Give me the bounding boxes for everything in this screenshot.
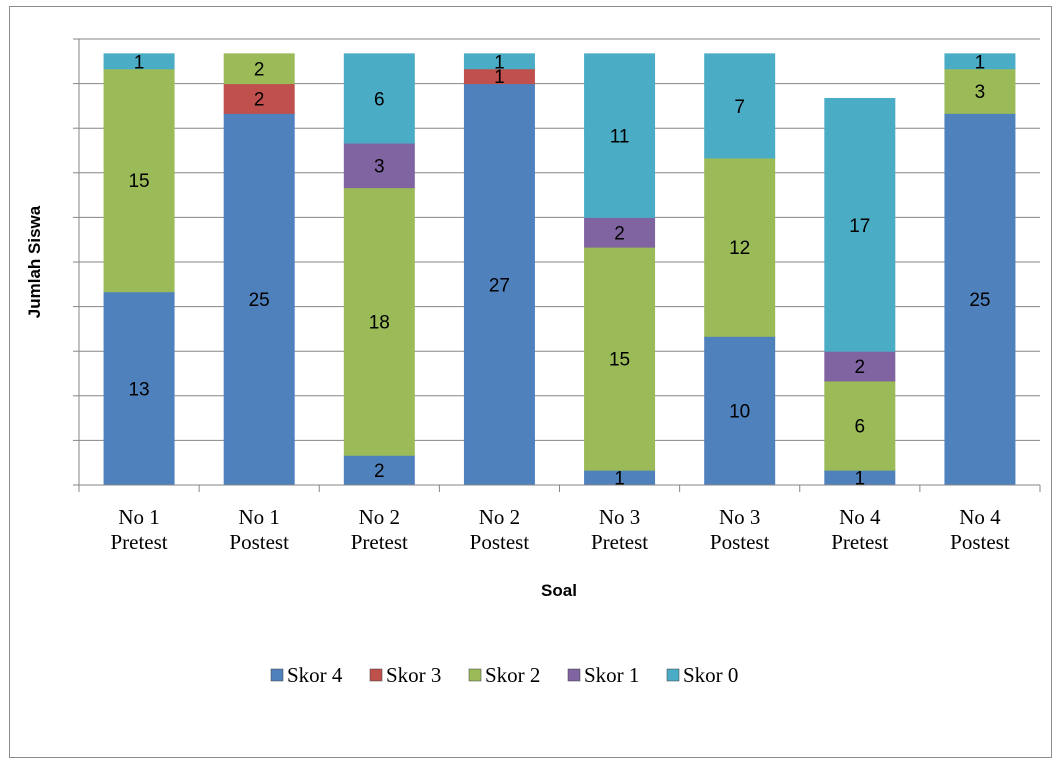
bar-segment <box>103 53 175 70</box>
legend-swatch <box>270 668 284 682</box>
bar-segment <box>343 53 415 144</box>
bar-segment <box>704 157 776 337</box>
data-label: 18 <box>369 312 390 333</box>
x-tick-label: No 4 Postest <box>950 505 1010 554</box>
bar-segment <box>824 350 896 382</box>
data-label: 2 <box>614 223 625 244</box>
legend-swatch <box>468 668 482 682</box>
bar-segment <box>103 291 175 486</box>
x-tick-label: No 4 Pretest <box>831 505 888 554</box>
legend-item: Skor 2 <box>468 663 540 687</box>
bar-segment <box>824 380 896 471</box>
bar-segment <box>584 53 656 218</box>
bar-segment <box>704 53 776 159</box>
x-tick-label: No 2 Pretest <box>351 505 408 554</box>
data-label: 13 <box>128 379 149 400</box>
bar-segment <box>584 216 656 248</box>
data-label: 3 <box>975 82 986 103</box>
bar-segment <box>223 53 295 85</box>
bar-segment <box>343 187 415 456</box>
data-label: 2 <box>855 357 866 378</box>
data-label: 1 <box>494 52 505 73</box>
data-label: 6 <box>374 89 385 110</box>
data-label: 2 <box>254 60 265 81</box>
bars <box>103 53 1016 486</box>
x-tick-label: No 1 Postest <box>229 505 289 554</box>
data-label: 15 <box>609 350 630 371</box>
data-label: 12 <box>729 238 750 259</box>
legend-label: Skor 1 <box>584 663 639 687</box>
bar-segment <box>944 112 1016 486</box>
bar-segment <box>223 83 295 114</box>
data-label: 27 <box>489 275 510 296</box>
x-axis-title: Soal <box>541 581 577 600</box>
data-label: 1 <box>494 67 505 88</box>
x-tick-label: No 3 Pretest <box>591 505 648 554</box>
legend-item: Skor 4 <box>270 663 343 687</box>
bar-segment <box>824 97 896 352</box>
x-tick-label: No 2 Postest <box>470 505 530 554</box>
legend-label: Skor 2 <box>485 663 540 687</box>
bar-segment <box>463 83 535 486</box>
legend-item: Skor 3 <box>369 663 441 687</box>
bar-segment <box>343 454 415 486</box>
legend-swatch <box>666 668 680 682</box>
bar-segment <box>223 112 295 486</box>
y-axis-title: Jumlah Siswa <box>25 205 44 318</box>
data-label: 7 <box>734 97 745 118</box>
axes <box>73 38 1041 492</box>
bar-segment <box>103 68 175 293</box>
bar-segment <box>343 142 415 189</box>
legend-label: Skor 4 <box>287 663 343 687</box>
data-label: 1 <box>855 469 866 490</box>
bar-segment <box>944 53 1016 70</box>
data-label: 1 <box>975 52 986 73</box>
x-tick-label: No 1 Pretest <box>110 505 167 554</box>
legend: Skor 4 Skor 3 Skor 2 Skor 1 Skor 0 <box>270 663 738 687</box>
data-label: 25 <box>249 290 270 311</box>
bar-segment <box>944 68 1016 114</box>
x-tick-labels: No 1 Pretest No 1 Postest No 2 Pretest No 2 Pos… <box>110 505 1009 554</box>
x-tick-label: No 3 Postest <box>710 505 770 554</box>
legend-swatch <box>369 668 383 682</box>
bar-segment <box>463 53 535 70</box>
legend-item: Skor 1 <box>567 663 639 687</box>
data-label: 3 <box>374 156 385 177</box>
data-label: 2 <box>254 89 265 110</box>
data-label: 6 <box>855 417 866 438</box>
data-label: 10 <box>729 402 750 423</box>
data-label: 1 <box>134 52 145 73</box>
data-label: 25 <box>969 290 990 311</box>
data-label: 2 <box>374 461 385 482</box>
data-label: 11 <box>610 127 630 148</box>
legend-item: Skor 0 <box>666 663 738 687</box>
legend-label: Skor 0 <box>683 663 738 687</box>
legend-label: Skor 3 <box>386 663 441 687</box>
gridlines <box>79 38 1040 486</box>
data-label: 15 <box>128 171 149 192</box>
data-label: 17 <box>849 216 870 237</box>
legend-swatch <box>567 668 581 682</box>
data-label: 1 <box>614 469 625 490</box>
